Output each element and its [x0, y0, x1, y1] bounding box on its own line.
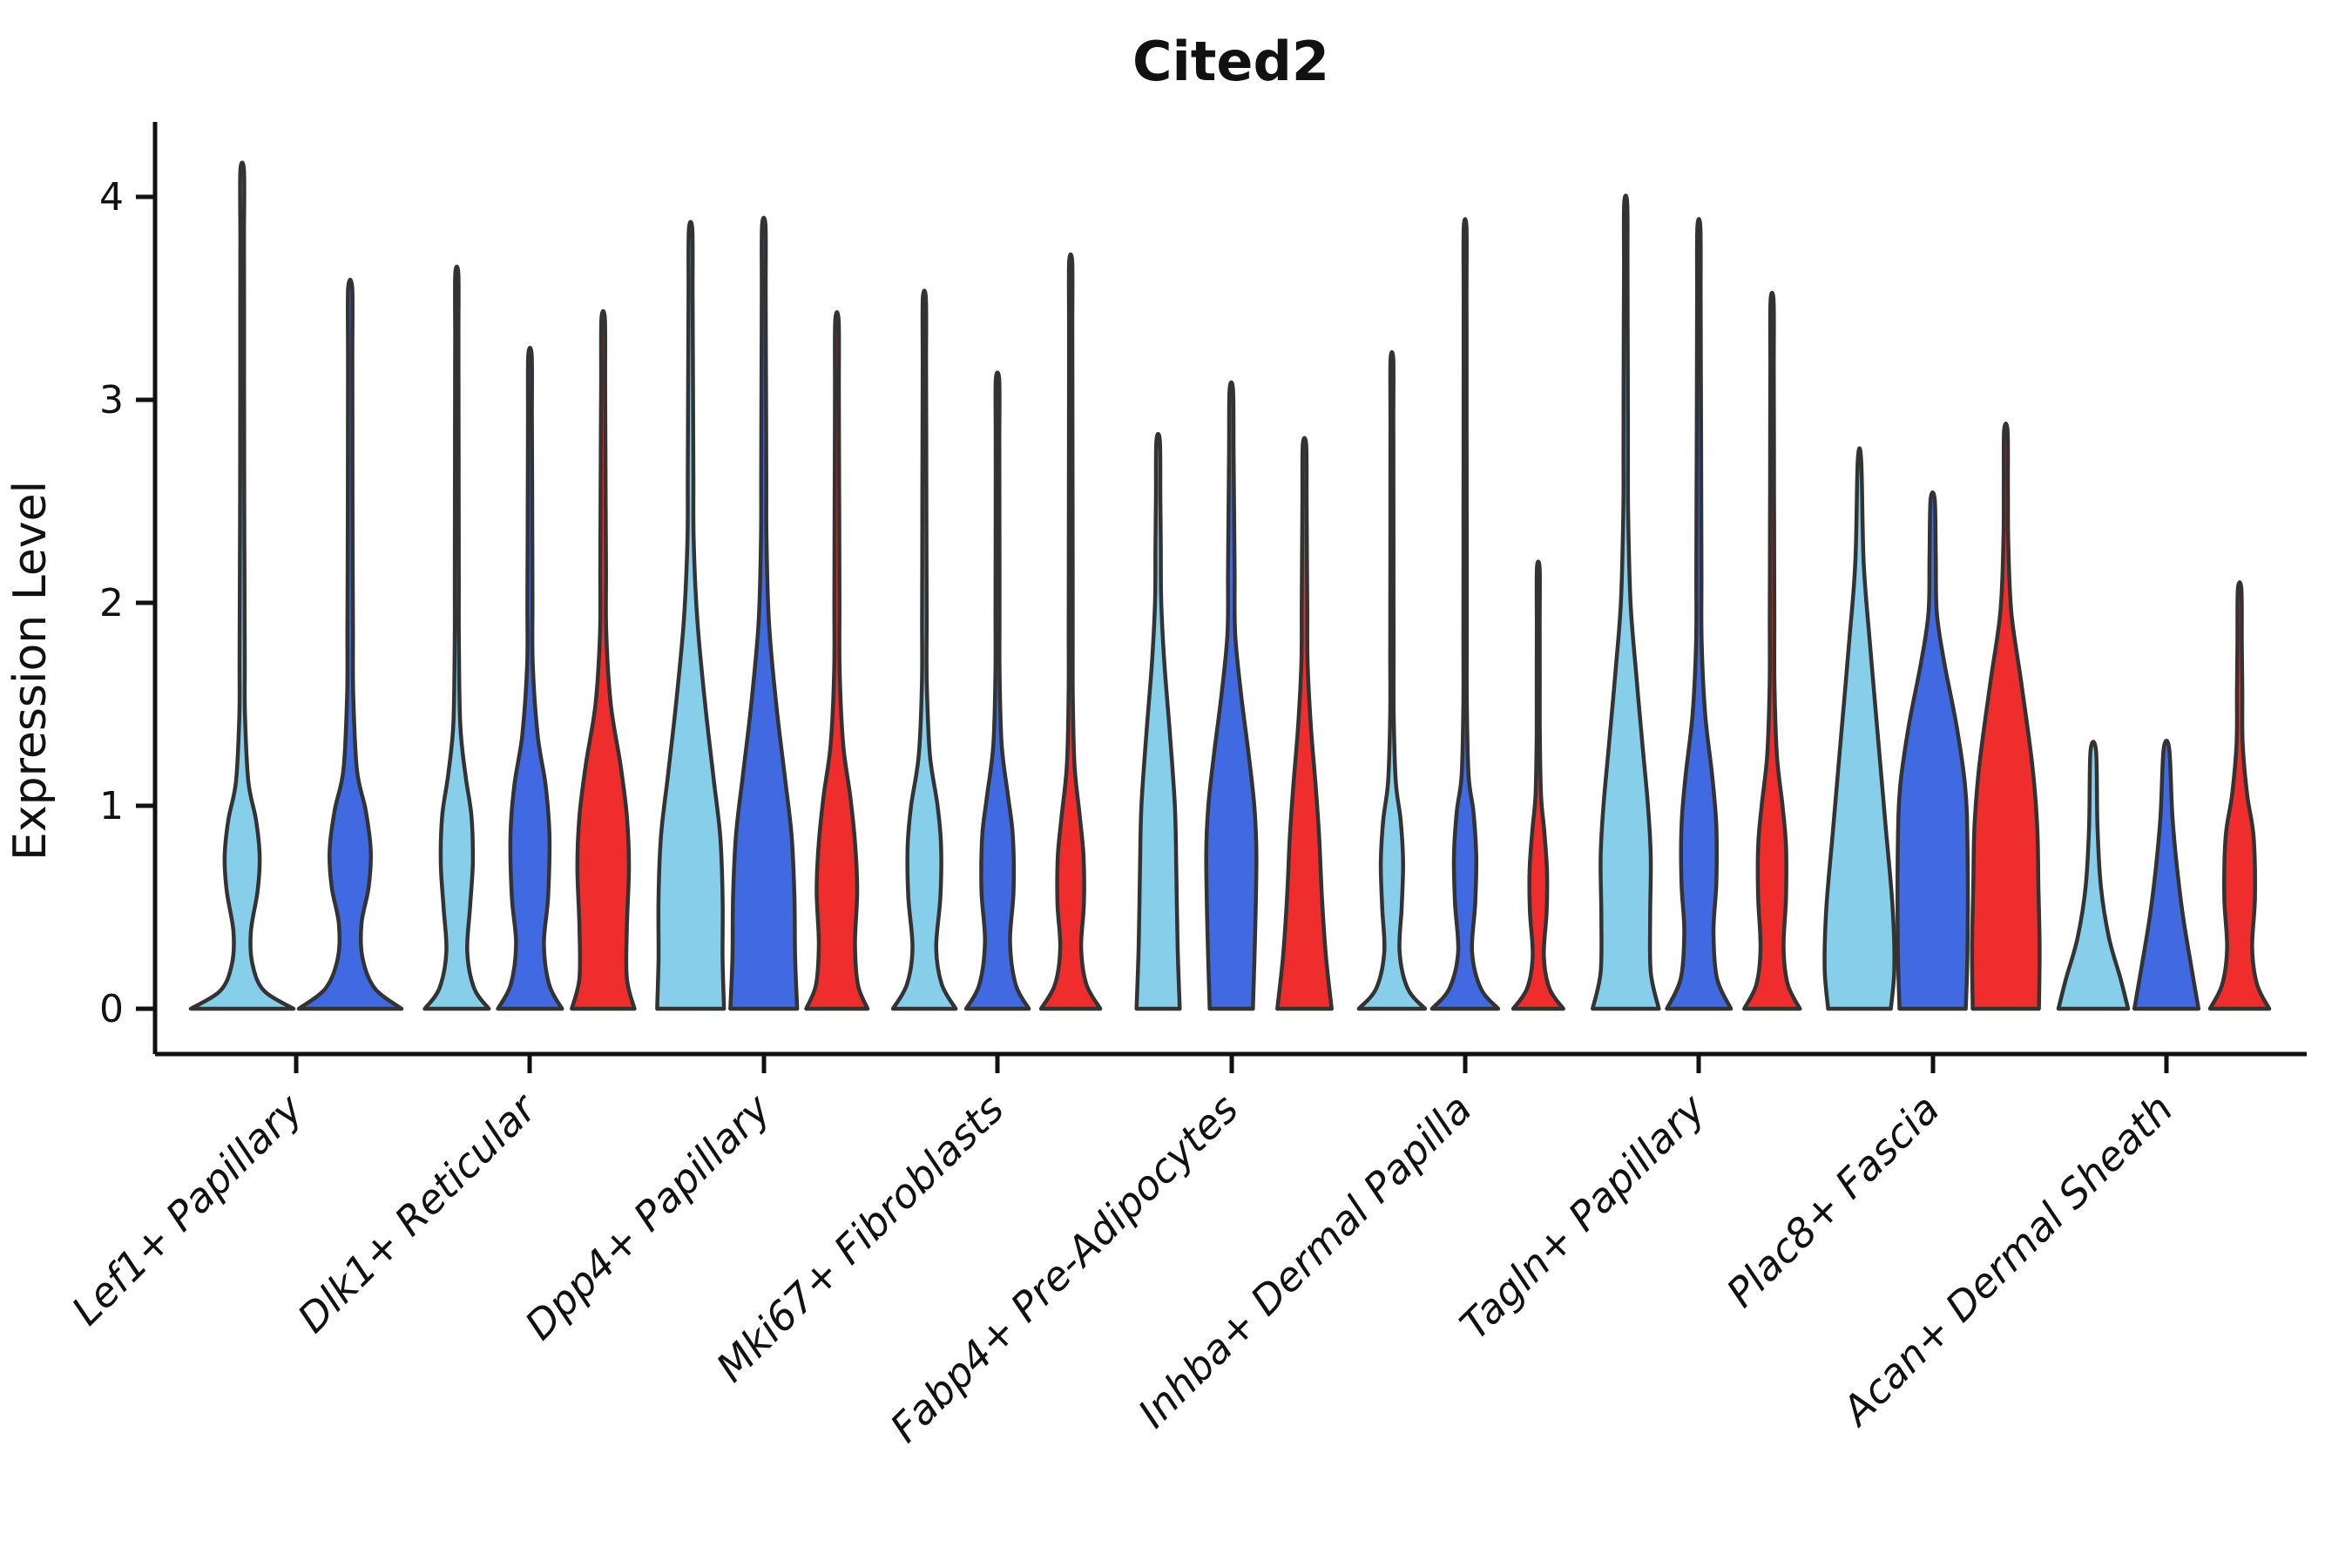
x-ticks: Lef1+ Papillary Dlk1+ Reticular Dpp4+ Pa…: [63, 1054, 2182, 1451]
violin-8-2: [2207, 580, 2272, 1011]
violin-3-1: [963, 370, 1031, 1011]
violin-6-2: [1742, 290, 1802, 1011]
violin-0-0: [188, 160, 296, 1011]
violin-4-2: [1275, 436, 1334, 1011]
y-ticks: 0 1 2 3 4: [99, 175, 155, 1031]
violin-7-2: [1970, 422, 2042, 1011]
violin-4-1: [1204, 380, 1259, 1011]
violin-6-0: [1591, 193, 1661, 1011]
x-tick-label: Dlk1+ Reticular: [288, 1083, 547, 1342]
x-tick-label: Dpp4+ Papillary: [516, 1085, 780, 1348]
y-axis-label: Expression Level: [4, 481, 57, 861]
violin-2-0: [655, 220, 727, 1011]
violin-4-0: [1134, 431, 1182, 1011]
y-tick-label: 0: [99, 987, 124, 1031]
x-tick-label: Lef1+ Papillary: [63, 1085, 312, 1334]
violin-2-2: [804, 310, 870, 1011]
violin-1-0: [422, 264, 491, 1011]
violins-layer: [188, 160, 2272, 1011]
violin-2-1: [728, 215, 800, 1011]
y-tick-label: 2: [99, 581, 124, 625]
violin-1-2: [570, 308, 637, 1011]
violin-7-1: [1896, 490, 1970, 1011]
violin-3-0: [890, 288, 958, 1011]
x-tick-label: Tagln+ Papillary: [1450, 1085, 1714, 1348]
y-tick-label: 4: [99, 175, 124, 220]
violin-7-0: [1822, 446, 1896, 1011]
y-tick-label: 3: [99, 378, 124, 422]
violin-8-0: [2056, 740, 2131, 1011]
violin-1-1: [496, 346, 564, 1011]
chart-title: Cited2: [1132, 30, 1329, 93]
violin-5-0: [1356, 349, 1428, 1011]
violin-5-2: [1511, 559, 1565, 1011]
violin-6-1: [1665, 217, 1734, 1011]
violin-5-1: [1429, 217, 1501, 1011]
violin-3-2: [1038, 252, 1103, 1011]
violin-0-1: [296, 277, 404, 1011]
y-tick-label: 1: [99, 784, 124, 828]
violin-8-1: [2132, 739, 2201, 1011]
x-tick-label: Plac8+ Fascia: [1717, 1085, 1948, 1316]
